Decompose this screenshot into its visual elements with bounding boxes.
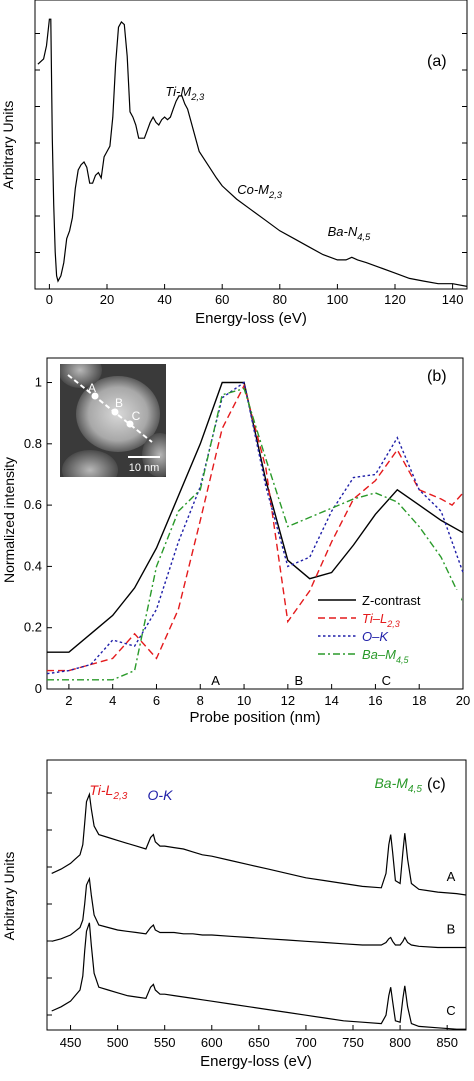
panel-a-x-tick-label-1: 20 xyxy=(100,292,114,307)
panel-a-x-tick-label-7: 140 xyxy=(442,292,464,307)
panel-b-y-tick-label-3: 0.6 xyxy=(24,497,42,512)
panel-b-y-tick-labels: 0 0.2 0.4 0.6 0.8 1 xyxy=(24,375,42,696)
panel-b-x-ticks xyxy=(68,684,464,689)
panel-a-annotation-0: Ti-M2,3 xyxy=(165,84,205,102)
panel-a-x-tick-label-4: 80 xyxy=(273,292,287,307)
inset-point-label-a: A xyxy=(88,381,96,395)
panel-a-ylabel: Arbitrary Units xyxy=(0,101,16,190)
panel-c-edge-label-2: Ba-M4,5 xyxy=(374,775,422,795)
panel-c-edge-label-1: O-K xyxy=(148,787,174,803)
panel-c: 450 500 550 600 650 700 750 800 850 A B C Ti-L2,3 O… xyxy=(1,759,467,1070)
panel-b-legend: Z-contrast Ti–L2,3O–K Ba–M4,5 xyxy=(313,590,461,666)
panel-b-x-tick-labels: 2 4 6 8 10 12 14 16 18 20 xyxy=(65,693,470,708)
panel-c-y-ticks xyxy=(47,792,52,1016)
panel-c-series-label-2: C xyxy=(446,1003,455,1018)
panel-c-x-tick-labels: 450 500 550 600 650 700 750 800 850 xyxy=(60,1035,458,1050)
panel-c-x-tick-label-1: 500 xyxy=(107,1035,129,1050)
panel-b-series-line-2 xyxy=(46,381,464,675)
panel-b-y-tick-label-0: 0 xyxy=(35,681,42,696)
panel-a-frame xyxy=(34,0,468,290)
panel-a-x-ticks xyxy=(48,284,454,289)
panel-b-label: (b) xyxy=(427,368,447,385)
panel-b-region-label-1: B xyxy=(294,673,303,688)
panel-c-series xyxy=(51,792,467,1030)
panel-b-x-tick-label-5: 12 xyxy=(281,693,295,708)
panel-b-y-ticks xyxy=(47,382,52,690)
panel-c-spectrum-line-2 xyxy=(51,922,466,1030)
panel-c-x-tick-label-3: 600 xyxy=(201,1035,223,1050)
panel-a-x-tick-labels: 0 20 40 60 80 100 120 140 xyxy=(46,292,464,307)
panel-a-y-ticks xyxy=(35,33,467,290)
panel-c-frame xyxy=(46,759,467,1031)
panel-a-annotations: Ti-M2,3 Co-M2,3 Ba-N4,5 xyxy=(165,84,371,242)
panel-b-region-label-0: A xyxy=(211,673,220,688)
panel-c-edge-label-0: Ti-L2,3 xyxy=(89,782,127,802)
panel-b-y-tick-label-2: 0.4 xyxy=(24,558,42,573)
panel-c-x-tick-label-8: 850 xyxy=(436,1035,458,1050)
panel-b-x-tick-label-0: 2 xyxy=(65,693,72,708)
panel-a-x-tick-label-5: 100 xyxy=(327,292,349,307)
panel-a-spectrum-line xyxy=(37,18,468,287)
panel-a-xlabel: Energy-loss (eV) xyxy=(195,310,307,327)
panel-b-x-tick-label-4: 10 xyxy=(237,693,251,708)
panel-c-x-tick-label-6: 750 xyxy=(342,1035,364,1050)
panel-a: 0 20 40 60 80 100 120 140 (a) Energy-loss (eV) … xyxy=(0,0,468,327)
panel-b-series-line-1 xyxy=(47,383,464,672)
inset-point-label-c: C xyxy=(132,409,141,423)
panel-b-x-tick-label-9: 20 xyxy=(456,693,470,708)
panel-a-annotation-2: Ba-N4,5 xyxy=(328,224,371,242)
panel-a-annotation-1: Co-M2,3 xyxy=(237,182,283,200)
panel-c-series-label-1: B xyxy=(447,922,456,937)
panel-c-spectrum-line-0 xyxy=(51,792,467,896)
legend-label-1: Ti–L2,3 xyxy=(362,611,400,629)
panel-c-x-tick-label-4: 650 xyxy=(248,1035,270,1050)
panel-a-label: (a) xyxy=(427,53,447,70)
panel-b-series xyxy=(46,381,464,681)
panel-c-series-label-0: A xyxy=(447,869,456,884)
panel-c-x-ticks xyxy=(70,1025,448,1030)
panel-b-y-tick-label-5: 1 xyxy=(35,375,42,390)
panel-c-x-tick-label-2: 550 xyxy=(154,1035,176,1050)
panel-b-frame xyxy=(46,357,464,690)
panel-b-x-tick-label-8: 18 xyxy=(412,693,426,708)
inset-point-label-b: B xyxy=(115,396,123,410)
panel-c-edge-labels: Ti-L2,3 O-K Ba-M4,5 xyxy=(89,775,422,803)
panel-c-ylabel: Arbitrary Units xyxy=(1,852,17,941)
panel-b-x-tick-label-7: 16 xyxy=(368,693,382,708)
legend-label-0: Z-contrast xyxy=(362,593,421,608)
panel-c-xlabel: Energy-loss (eV) xyxy=(200,1053,312,1070)
panel-c-x-tick-label-5: 700 xyxy=(295,1035,317,1050)
legend-label-3: Ba–M4,5 xyxy=(362,647,409,665)
panel-b-x-tick-label-6: 14 xyxy=(324,693,338,708)
panel-b-xlabel: Probe position (nm) xyxy=(190,709,321,726)
probe-point-b xyxy=(111,408,119,416)
scale-bar-label: 10 nm xyxy=(129,462,160,474)
panel-b-x-tick-label-1: 4 xyxy=(109,693,116,708)
panel-b-ylabel: Normalized intensity xyxy=(1,457,17,583)
probe-point-a xyxy=(91,392,99,400)
panel-b-x-tick-label-2: 6 xyxy=(153,693,160,708)
panel-b-region-label-2: C xyxy=(382,673,391,688)
panel-a-x-tick-label-0: 0 xyxy=(46,292,53,307)
stem-inset-image: A B C 10 nm xyxy=(60,364,166,477)
line-scan-path xyxy=(67,374,153,443)
panel-b-series-line-3 xyxy=(47,387,464,681)
panel-c-x-tick-label-0: 450 xyxy=(60,1035,82,1050)
panel-c-x-tick-label-7: 800 xyxy=(389,1035,411,1050)
panel-a-x-tick-label-2: 40 xyxy=(157,292,171,307)
panel-c-label: (c) xyxy=(427,776,446,793)
panel-c-spectrum-line-1 xyxy=(51,876,466,949)
panel-b-y-tick-label-1: 0.2 xyxy=(24,620,42,635)
probe-point-c xyxy=(126,420,134,428)
panel-b-y-tick-label-4: 0.8 xyxy=(24,436,42,451)
panel-a-x-tick-label-6: 120 xyxy=(384,292,406,307)
panel-b-x-tick-label-3: 8 xyxy=(197,693,204,708)
panel-c-series-labels: A B C xyxy=(446,869,455,1018)
panel-a-x-tick-label-3: 60 xyxy=(215,292,229,307)
panel-b-region-labels: A B C xyxy=(211,673,391,688)
legend-label-2: O–K xyxy=(362,629,389,644)
